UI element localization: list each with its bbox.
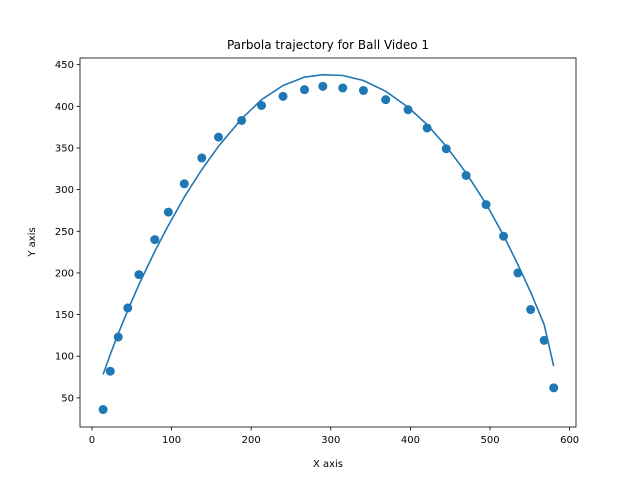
data-point xyxy=(113,332,123,342)
x-tick-label: 500 xyxy=(480,435,499,446)
x-axis-label: X axis xyxy=(313,459,343,470)
data-point xyxy=(526,305,536,315)
y-tick-label: 100 xyxy=(55,352,74,363)
data-point xyxy=(214,132,224,142)
fitted-curve-layer xyxy=(102,73,555,375)
y-tick-label: 450 xyxy=(55,60,74,71)
plot-area xyxy=(98,73,559,415)
y-tick-label: 250 xyxy=(55,227,74,238)
data-point xyxy=(358,85,368,95)
data-point xyxy=(237,115,247,125)
data-point xyxy=(461,170,471,180)
y-tick-label: 300 xyxy=(55,185,74,196)
x-tick-label: 100 xyxy=(162,435,181,446)
data-point xyxy=(300,85,310,95)
data-point xyxy=(513,268,523,278)
data-point xyxy=(163,207,173,217)
data-point xyxy=(150,235,160,245)
x-tick-label: 400 xyxy=(401,435,420,446)
x-tick-label: 200 xyxy=(242,435,261,446)
y-tick-label: 200 xyxy=(55,268,74,279)
data-point xyxy=(123,303,133,313)
y-axis-ticks: 50 100 150 200 250 300 350 400 450 xyxy=(55,60,80,404)
x-tick-label: 600 xyxy=(560,435,579,446)
x-tick-label: 0 xyxy=(89,435,95,446)
data-point xyxy=(539,335,549,345)
data-point xyxy=(381,95,391,105)
data-point xyxy=(422,123,432,133)
y-tick-label: 400 xyxy=(55,102,74,113)
x-tick-label: 300 xyxy=(321,435,340,446)
data-point xyxy=(403,105,413,115)
data-point xyxy=(318,81,328,91)
y-tick-label: 50 xyxy=(61,393,74,404)
data-point xyxy=(441,144,451,154)
chart-title: Parbola trajectory for Ball Video 1 xyxy=(227,38,429,52)
data-point xyxy=(257,100,267,110)
data-point xyxy=(338,83,348,93)
y-axis-label: Y axis xyxy=(27,227,38,257)
data-point xyxy=(134,270,144,280)
x-axis-ticks: 0 100 200 300 400 500 600 xyxy=(89,427,579,446)
data-point xyxy=(499,231,509,241)
data-point xyxy=(278,91,288,101)
data-point xyxy=(179,179,189,189)
y-tick-label: 150 xyxy=(55,310,74,321)
data-point xyxy=(481,200,491,210)
scatter-points-layer xyxy=(98,81,559,415)
data-point xyxy=(197,153,207,163)
fitted-parabola-line xyxy=(102,73,555,375)
data-point xyxy=(98,405,108,415)
data-point xyxy=(105,366,115,376)
y-tick-label: 350 xyxy=(55,143,74,154)
data-point xyxy=(549,383,559,393)
plot-frame xyxy=(79,57,577,428)
